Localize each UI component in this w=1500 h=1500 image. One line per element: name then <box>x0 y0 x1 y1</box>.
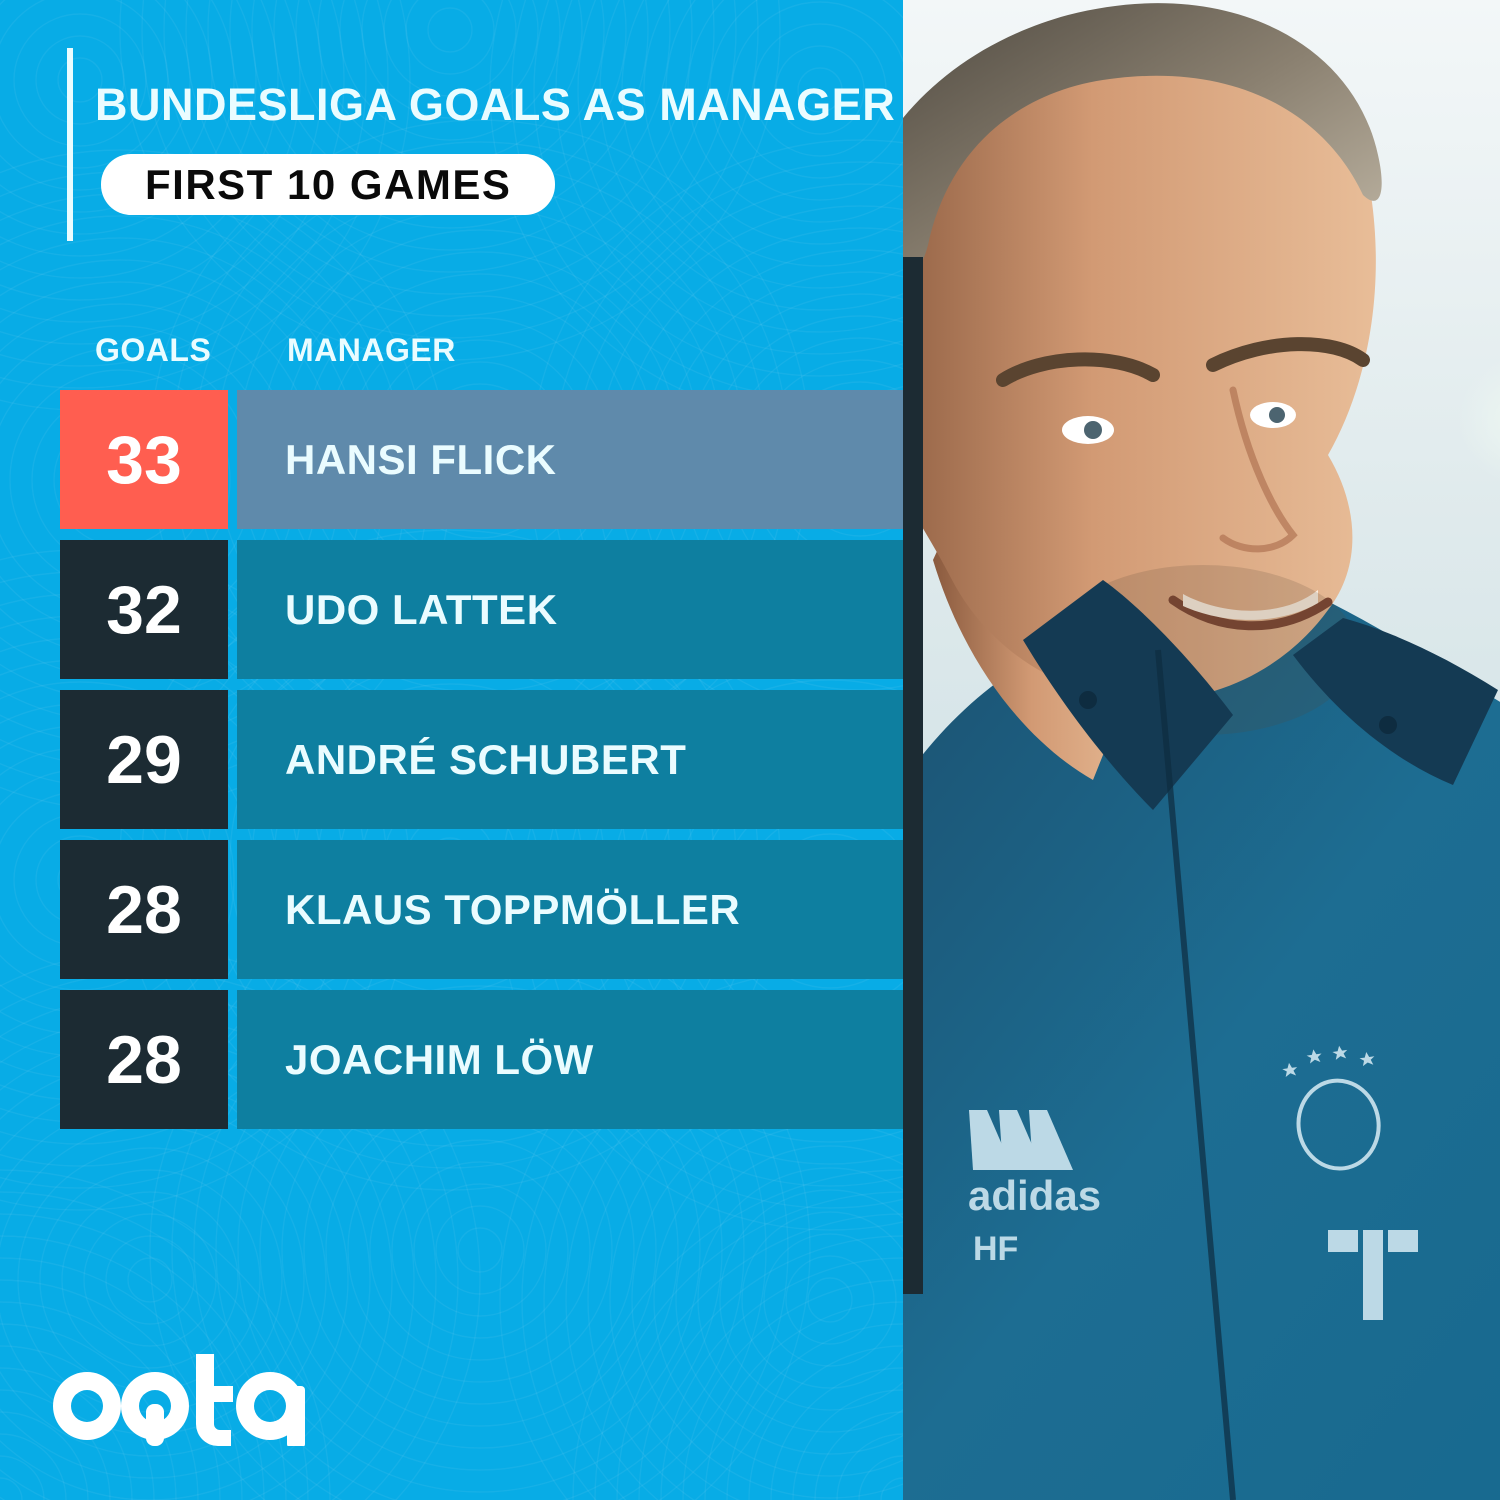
svg-text:adidas: adidas <box>968 1172 1101 1219</box>
svg-text:HF: HF <box>973 1230 1018 1268</box>
